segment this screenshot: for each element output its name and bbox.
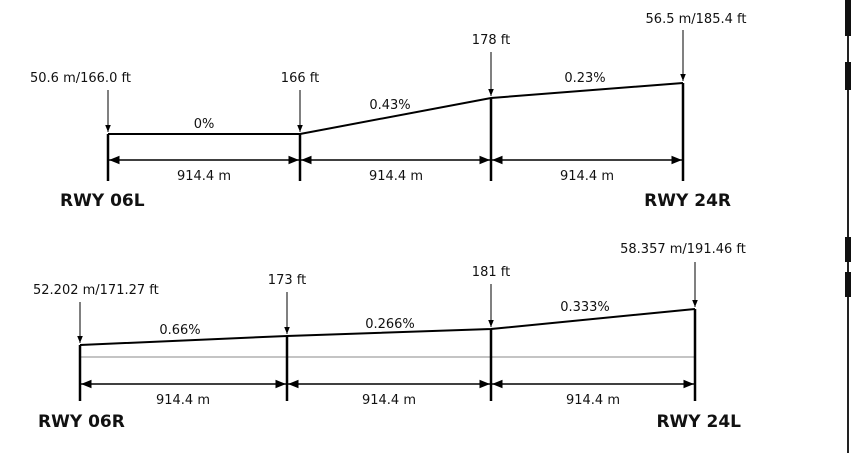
gradient-label: 0.66% — [159, 323, 200, 338]
elevation-label: 50.6 m/166.0 ft — [30, 71, 131, 86]
edge-bar — [845, 62, 851, 90]
runway-label: RWY 24R — [644, 191, 731, 211]
gradient-label: 0.333% — [560, 300, 610, 315]
edge-line — [847, 0, 849, 453]
segment-length: 914.4 m — [369, 169, 423, 184]
runway-label: RWY 06L — [60, 191, 145, 211]
elevation-label: 52.202 m/171.27 ft — [33, 283, 159, 298]
gradient-label: 0.23% — [564, 71, 605, 86]
gradient-label: 0.266% — [365, 317, 415, 332]
runway-label: RWY 06R — [38, 412, 125, 432]
elevation-label: 166 ft — [281, 71, 319, 86]
elevation-label: 181 ft — [472, 265, 510, 280]
elevation-label: 173 ft — [268, 273, 306, 288]
profile-06L-24R: 50.6 m/166.0 ft 166 ft 178 ft 56.5 m/185… — [30, 12, 746, 211]
runway-label: RWY 24L — [656, 412, 741, 432]
edge-bar — [845, 0, 851, 36]
segment-length: 914.4 m — [566, 393, 620, 408]
elevation-label: 56.5 m/185.4 ft — [646, 12, 747, 27]
elevation-label: 58.357 m/191.46 ft — [620, 242, 746, 257]
gradient-label: 0.43% — [369, 98, 410, 113]
gradient-label: 0% — [194, 117, 215, 132]
profile-06R-24L: 52.202 m/171.27 ft 173 ft 181 ft 58.357 … — [33, 242, 746, 432]
segment-length: 914.4 m — [560, 169, 614, 184]
segment-length: 914.4 m — [177, 169, 231, 184]
edge-bar — [845, 272, 851, 297]
edge-bar — [845, 237, 851, 262]
elevation-label: 178 ft — [472, 33, 510, 48]
segment-length: 914.4 m — [362, 393, 416, 408]
profile-line — [79, 308, 696, 346]
segment-length: 914.4 m — [156, 393, 210, 408]
profile-line — [108, 82, 684, 135]
